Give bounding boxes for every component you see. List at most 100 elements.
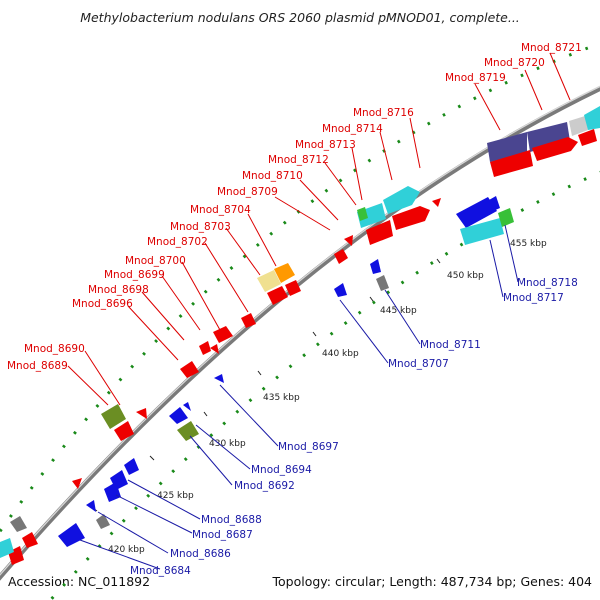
cds-feature-gray[interactable] — [10, 516, 27, 532]
tick-label: 420 kbp — [108, 545, 145, 555]
tick-label: 450 kbp — [447, 271, 484, 281]
gene-label-forward[interactable]: Mnod_8690 — [24, 343, 85, 355]
tick-mark — [369, 296, 374, 302]
cds-feature-blue[interactable] — [169, 407, 188, 424]
gene-label-reverse[interactable]: Mnod_8694 — [251, 464, 312, 476]
cds-feature-blue[interactable] — [456, 197, 497, 228]
gene-label-forward[interactable]: Mnod_8698 — [88, 284, 149, 296]
cds-feature-red[interactable] — [199, 341, 211, 355]
cds-feature-red[interactable] — [392, 206, 430, 230]
cds-feature-red[interactable] — [490, 150, 533, 177]
cds-feature-blue[interactable] — [183, 402, 191, 411]
gene-label-reverse[interactable]: Mnod_8697 — [278, 441, 339, 453]
tick-label: 435 kbp — [263, 393, 300, 403]
gene-label-forward[interactable]: Mnod_8716 — [353, 107, 414, 119]
tick-label: 455 kbp — [510, 239, 547, 249]
cds-feature-cyan[interactable] — [0, 538, 14, 558]
cds-feature-cyan[interactable] — [357, 203, 386, 228]
gene-label-reverse[interactable]: Mnod_8707 — [388, 358, 449, 370]
cds-feature-blue[interactable] — [124, 458, 139, 475]
cds-feature-red[interactable] — [532, 137, 578, 161]
cds-feature-red[interactable] — [432, 198, 441, 207]
gene-label-reverse[interactable]: Mnod_8717 — [503, 292, 564, 304]
cds-feature-gray[interactable] — [569, 116, 588, 136]
cds-feature-red[interactable] — [344, 235, 353, 246]
gene-label-forward[interactable]: Mnod_8720 — [484, 57, 545, 69]
gene-label-forward[interactable]: Mnod_8703 — [170, 221, 231, 233]
cds-feature-blue[interactable] — [58, 523, 85, 547]
gene-label-reverse[interactable]: Mnod_8684 — [130, 565, 191, 577]
cds-feature-green[interactable] — [498, 208, 514, 227]
gene-label-reverse[interactable]: Mnod_8692 — [234, 480, 295, 492]
cds-feature-red[interactable] — [267, 286, 288, 305]
tick-mark — [436, 258, 441, 264]
tick-label: 425 kbp — [157, 491, 194, 501]
cds-feature-red[interactable] — [210, 344, 219, 354]
cds-feature-blue[interactable] — [370, 259, 381, 274]
cds-feature-tan[interactable] — [257, 270, 281, 292]
cds-feature-green[interactable] — [357, 207, 368, 221]
cds-feature-olive[interactable] — [101, 404, 126, 429]
cds-feature-red[interactable] — [72, 478, 82, 489]
cds-feature-red[interactable] — [22, 532, 38, 548]
cds-feature-blue[interactable] — [104, 482, 121, 502]
cds-feature-cyan[interactable] — [584, 106, 600, 130]
gene-label-forward[interactable]: Mnod_8721 — [521, 42, 582, 54]
cds-feature-red[interactable] — [213, 326, 233, 343]
gene-label-reverse[interactable]: Mnod_8687 — [192, 529, 253, 541]
gene-label-forward[interactable]: Mnod_8714 — [322, 123, 383, 135]
cds-feature-red[interactable] — [136, 408, 147, 419]
cds-feature-red[interactable] — [285, 280, 301, 296]
cds-feature-red[interactable] — [180, 361, 199, 378]
cds-feature-red[interactable] — [334, 249, 348, 264]
gc-outer-ring — [0, 42, 600, 534]
map-title: Methylobacterium nodulans ORS 2060 plasm… — [80, 10, 520, 25]
tick-label: 430 kbp — [209, 439, 246, 449]
gene-label-forward[interactable]: Mnod_8709 — [217, 186, 278, 198]
cds-feature-red[interactable] — [114, 421, 134, 441]
genome-backbone — [0, 85, 600, 581]
gene-label-forward[interactable]: Mnod_8702 — [147, 236, 208, 248]
gene-label-forward[interactable]: Mnod_8704 — [190, 204, 251, 216]
gene-label-forward[interactable]: Mnod_8713 — [295, 139, 356, 151]
gene-label-forward[interactable]: Mnod_8712 — [268, 154, 329, 166]
tick-label: 440 kbp — [322, 349, 359, 359]
cds-feature-blue[interactable] — [334, 283, 347, 297]
tick-mark — [257, 370, 262, 376]
cds-feature-gray[interactable] — [376, 275, 389, 291]
cds-feature-cyan[interactable] — [460, 218, 504, 245]
forward-strand-features — [0, 106, 600, 565]
cds-feature-olive[interactable] — [177, 421, 199, 441]
gene-label-forward[interactable]: Mnod_8710 — [242, 170, 303, 182]
tick-mark — [312, 331, 317, 337]
cds-feature-blue[interactable] — [214, 374, 224, 383]
accession-label: Accession: NC_011892 — [8, 574, 150, 589]
tick-mark — [149, 455, 155, 461]
cds-feature-orange[interactable] — [274, 263, 295, 283]
gene-label-reverse[interactable]: Mnod_8688 — [201, 514, 262, 526]
gc-inner-ring — [48, 170, 600, 600]
gene-label-forward[interactable]: Mnod_8700 — [125, 255, 186, 267]
cds-feature-red[interactable] — [366, 220, 393, 245]
cds-feature-navy[interactable] — [527, 122, 570, 152]
forward-gene-labels: Mnod_8689 Mnod_8690 Mnod_8696 Mnod_8698 … — [7, 42, 582, 406]
cds-feature-cyan[interactable] — [383, 186, 420, 214]
gene-label-forward[interactable]: Mnod_8699 — [104, 269, 165, 281]
cds-feature-blue[interactable] — [86, 500, 96, 512]
cds-feature-gray[interactable] — [96, 514, 110, 529]
genome-backbone-highlight — [0, 85, 600, 576]
gene-label-forward[interactable]: Mnod_8689 — [7, 360, 68, 372]
gene-label-forward[interactable]: Mnod_8696 — [72, 298, 133, 310]
genome-summary: Topology: circular; Length: 487,734 bp; … — [272, 574, 593, 589]
gene-label-reverse[interactable]: Mnod_8718 — [517, 277, 578, 289]
gene-label-reverse[interactable]: Mnod_8711 — [420, 339, 481, 351]
cds-feature-blue[interactable] — [489, 196, 500, 211]
reverse-gene-labels: Mnod_8684 Mnod_8686 Mnod_8687 Mnod_8688 … — [79, 224, 578, 577]
gene-label-forward[interactable]: Mnod_8719 — [445, 72, 506, 84]
cds-feature-red[interactable] — [578, 129, 597, 146]
reverse-strand-features — [10, 196, 514, 547]
gene-label-reverse[interactable]: Mnod_8686 — [170, 548, 231, 560]
cds-feature-red[interactable] — [241, 313, 256, 328]
